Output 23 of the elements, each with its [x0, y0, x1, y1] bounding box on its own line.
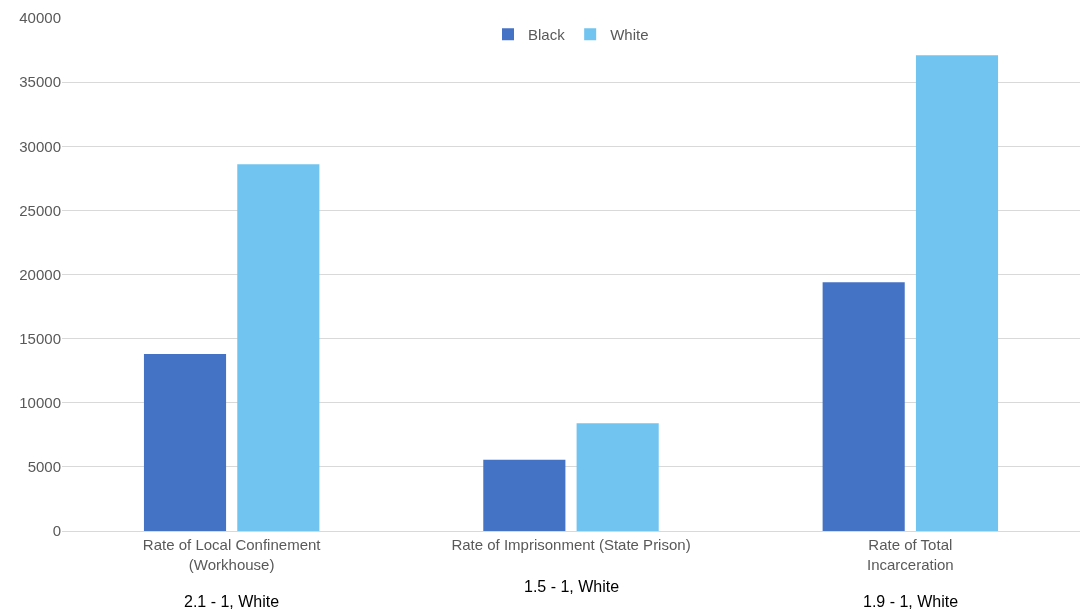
- bar: [143, 354, 227, 531]
- x-tick-label: Rate of Local Confinement (Workhouse): [142, 536, 322, 573]
- y-tick-label: 40000: [19, 9, 61, 27]
- x-tick-label: Rate of Total Incarceration: [866, 536, 954, 573]
- legend-label: Black: [528, 26, 566, 44]
- text: 2.1 - 1, White: [184, 593, 280, 610]
- bar: [822, 282, 905, 531]
- text: 1.5 - 1, White: [524, 578, 620, 595]
- y-tick-label: 15000: [19, 329, 61, 347]
- y-tick-label: 5000: [27, 458, 61, 476]
- y-tick-label: 10000: [19, 394, 61, 411]
- bar: [576, 423, 659, 531]
- y-tick-label: 35000: [19, 73, 61, 91]
- bar: [915, 55, 999, 531]
- y-tick-label: 20000: [19, 265, 61, 283]
- legend-label: White: [610, 26, 649, 44]
- x-tick-label: Rate of Imprisonment (State Prison): [451, 536, 691, 553]
- y-tick-label: 30000: [19, 137, 61, 155]
- y-tick-label: 0: [52, 522, 61, 540]
- y-tick-label: 25000: [19, 201, 61, 219]
- bar: [483, 459, 566, 531]
- text: 1.9 - 1, White: [863, 593, 959, 610]
- bar: [237, 164, 320, 531]
